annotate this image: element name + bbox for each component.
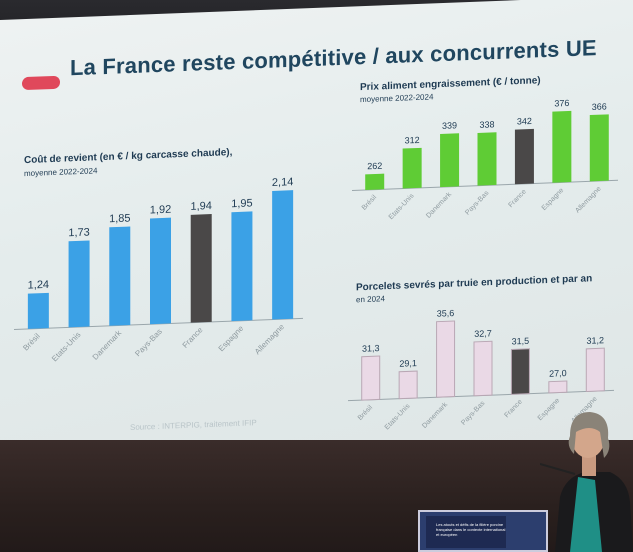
- category-label-pays-bas: Pays-Bas: [133, 327, 164, 358]
- value-label-pays-bas: 32,7: [474, 328, 492, 339]
- value-label-pays-bas: 338: [479, 119, 494, 130]
- chart3-title: Porcelets sevrés par truie en production…: [356, 273, 593, 294]
- chart1-title: Coût de revient (en € / kg carcasse chau…: [24, 147, 233, 167]
- value-label-france: 342: [517, 116, 532, 127]
- value-label-danemark: 1,85: [109, 212, 130, 225]
- bar-etats-unis: [68, 240, 90, 328]
- chart-prix-aliment: 262 Brésil 312 Etats-Unis 339 Danemark 338 Pays…: [352, 98, 618, 221]
- chart-porcelets-sevres: 31,3 Brésil 29,1 Etats-Unis 35,6 Danemark 32,7…: [348, 308, 614, 431]
- category-label-etats-unis: Etats-Unis: [384, 402, 412, 431]
- podium-screen: Les atouts et défis de la filière porcin…: [426, 516, 506, 548]
- bar-espagne: [552, 110, 572, 183]
- value-label-brésil: 31,3: [362, 343, 380, 354]
- value-label-espagne: 27,0: [549, 368, 567, 379]
- bar-allemagne: [272, 190, 294, 320]
- value-label-brésil: 1,24: [28, 279, 49, 292]
- bar-danemark: [440, 133, 460, 188]
- bar-pays-bas: [150, 217, 171, 325]
- speaker-person: [540, 412, 633, 552]
- slide-title: La France reste compétitive / aux concur…: [70, 35, 597, 81]
- slide-source: Source : INTERPIG, traitement IFIP: [130, 418, 257, 433]
- value-label-etats-unis: 29,1: [399, 358, 417, 369]
- value-label-danemark: 339: [442, 120, 457, 131]
- value-label-espagne: 1,95: [231, 197, 252, 210]
- category-label-brésil: Brésil: [21, 332, 42, 353]
- bar-pays-bas: [473, 340, 493, 397]
- category-label-brésil: Brésil: [361, 194, 379, 212]
- value-label-etats-unis: 312: [405, 135, 420, 146]
- category-label-danemark: Danemark: [425, 191, 453, 220]
- bar-france: [514, 128, 534, 185]
- chart-cout-de-revient: 1,24 Brésil 1,73 Etats-Unis 1,85 Danemark 1,92…: [14, 176, 303, 363]
- category-label-france: France: [181, 325, 205, 350]
- value-label-france: 1,94: [191, 200, 212, 213]
- category-label-danemark: Danemark: [421, 401, 449, 430]
- value-label-etats-unis: 1,73: [68, 226, 89, 239]
- podium: Les atouts et défis de la filière porcin…: [418, 510, 548, 552]
- bar-espagne: [548, 380, 568, 394]
- accent-pill: [22, 75, 60, 91]
- value-label-france: 31,5: [512, 336, 530, 347]
- category-label-allemagne: Allemagne: [253, 322, 286, 356]
- bar-allemagne: [589, 114, 609, 182]
- bar-brésil: [27, 292, 49, 329]
- bar-etats-unis: [402, 147, 422, 189]
- category-label-espagne: Espagne: [217, 323, 246, 353]
- value-label-allemagne: 2,14: [272, 176, 293, 189]
- bar-danemark: [109, 226, 131, 326]
- projected-slide: La France reste compétitive / aux concur…: [0, 0, 633, 466]
- bar-pays-bas: [477, 132, 497, 186]
- value-label-danemark: 35,6: [437, 308, 455, 319]
- value-label-espagne: 376: [554, 98, 569, 109]
- bar-france: [510, 348, 530, 395]
- chart2-title: Prix aliment engraissement (€ / tonne): [360, 75, 541, 94]
- category-label-france: France: [507, 188, 527, 209]
- category-label-etats-unis: Etats-Unis: [50, 330, 82, 363]
- bar-etats-unis: [398, 370, 418, 400]
- category-label-danemark: Danemark: [91, 328, 124, 362]
- category-label-allemagne: Allemagne: [574, 185, 602, 214]
- category-label-pays-bas: Pays-Bas: [460, 400, 486, 427]
- value-label-allemagne: 31,2: [587, 335, 605, 346]
- value-label-brésil: 262: [367, 161, 382, 172]
- category-label-france: France: [503, 398, 523, 419]
- category-label-espagne: Espagne: [541, 187, 566, 212]
- bar-france: [190, 214, 212, 323]
- category-label-pays-bas: Pays-Bas: [464, 189, 490, 216]
- category-label-etats-unis: Etats-Unis: [388, 192, 416, 221]
- bar-espagne: [231, 211, 253, 322]
- bar-brésil: [361, 355, 381, 401]
- podium-screen-text: Les atouts et défis de la filière porcin…: [436, 522, 506, 537]
- category-label-brésil: Brésil: [357, 404, 375, 422]
- bar-danemark: [436, 320, 456, 398]
- value-label-pays-bas: 1,92: [150, 204, 171, 217]
- value-label-allemagne: 366: [592, 101, 607, 112]
- bar-allemagne: [585, 347, 605, 392]
- bar-brésil: [365, 173, 385, 190]
